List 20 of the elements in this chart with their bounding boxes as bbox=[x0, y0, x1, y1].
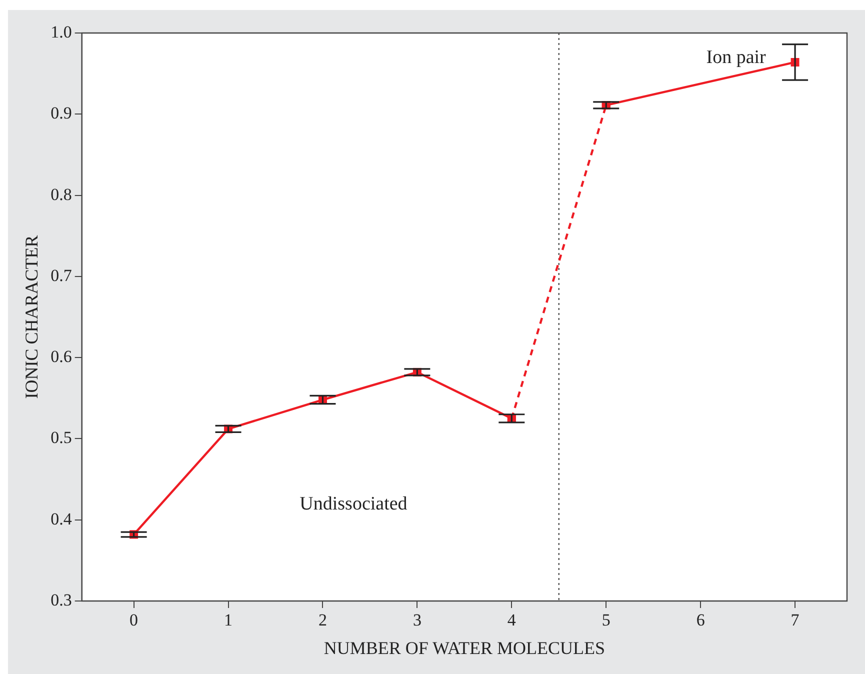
annotation: Ion pair bbox=[706, 46, 767, 68]
x-tick-label: 0 bbox=[130, 610, 138, 630]
x-tick-label: 5 bbox=[602, 610, 610, 630]
x-axis-title: NUMBER OF WATER MOLECULES bbox=[324, 638, 606, 658]
x-tick-label: 4 bbox=[507, 610, 516, 630]
y-tick-label: 0.4 bbox=[50, 509, 72, 528]
x-tick-label: 1 bbox=[224, 610, 233, 630]
y-tick-label: 0.6 bbox=[50, 347, 72, 366]
x-tick-label: 6 bbox=[696, 610, 705, 630]
y-tick-label: 0.9 bbox=[50, 104, 72, 123]
y-axis-title: IONIC CHARACTER bbox=[22, 235, 42, 399]
y-tick-label: 0.7 bbox=[50, 266, 72, 285]
x-tick-label: 7 bbox=[790, 610, 800, 630]
y-tick-label: 1.0 bbox=[50, 22, 72, 42]
y-tick-label: 0.3 bbox=[50, 590, 72, 610]
x-tick-label: 2 bbox=[318, 610, 327, 630]
y-tick-label: 0.5 bbox=[50, 428, 72, 448]
annotation: Undissociated bbox=[300, 493, 408, 514]
x-tick-label: 3 bbox=[412, 610, 422, 630]
y-tick-label: 0.8 bbox=[50, 184, 72, 204]
